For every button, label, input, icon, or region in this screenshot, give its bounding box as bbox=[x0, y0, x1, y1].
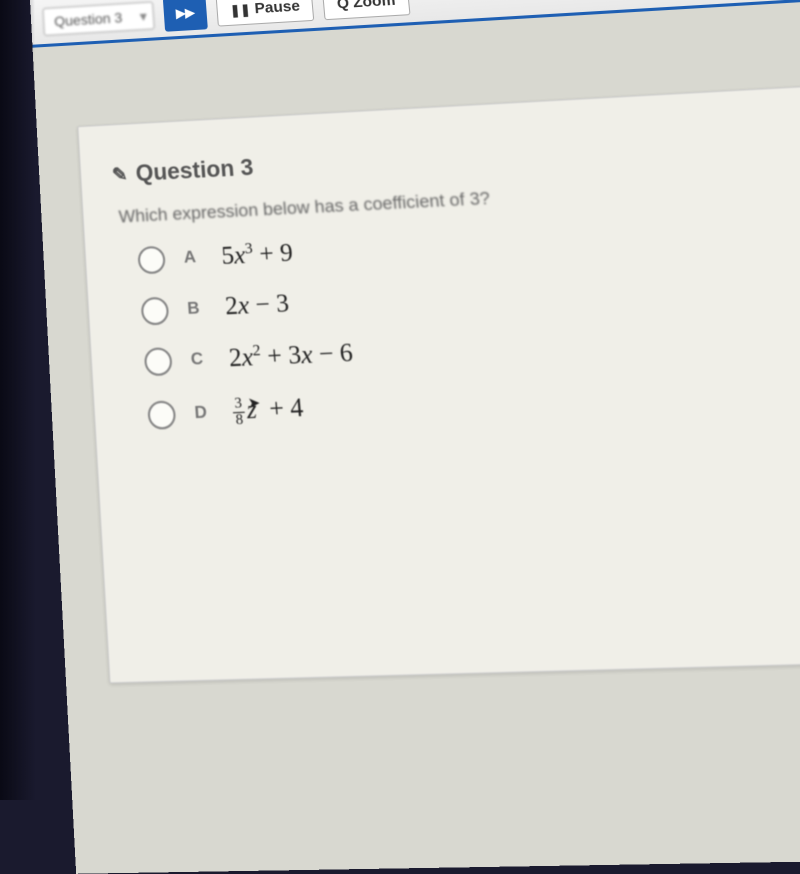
forward-icon: ▸▸ bbox=[175, 2, 195, 24]
quiz-screen: Question 3 ▸▸ ❚❚ Pause Q Zoom ✎ Question… bbox=[30, 0, 800, 874]
options-list: A 5x3 + 9 B 2x − 3 C 2x2 + 3x − 6 D 38z➤… bbox=[137, 212, 800, 432]
pause-label: Pause bbox=[254, 0, 301, 17]
next-button[interactable]: ▸▸ bbox=[163, 0, 208, 31]
pencil-icon: ✎ bbox=[111, 163, 128, 186]
pause-icon: ❚❚ bbox=[229, 2, 251, 17]
option-letter: D bbox=[194, 403, 215, 424]
option-b[interactable]: B 2x − 3 bbox=[140, 264, 800, 325]
option-letter: A bbox=[183, 248, 203, 268]
option-d[interactable]: D 38z➤ + 4 bbox=[147, 370, 800, 432]
zoom-label: Zoom bbox=[352, 0, 396, 11]
expression-b: 2x − 3 bbox=[224, 290, 290, 322]
pause-button[interactable]: ❚❚ Pause bbox=[216, 0, 315, 27]
expression-d: 38z➤ + 4 bbox=[232, 393, 305, 429]
question-card: ✎ Question 3 Which expression below has … bbox=[77, 84, 800, 684]
content-area: ✎ Question 3 Which expression below has … bbox=[33, 0, 800, 719]
question-selector-dropdown[interactable]: Question 3 bbox=[42, 1, 154, 36]
option-c[interactable]: C 2x2 + 3x − 6 bbox=[144, 316, 800, 377]
dropdown-label: Question 3 bbox=[54, 9, 123, 29]
search-icon: Q bbox=[336, 0, 350, 12]
radio-d[interactable] bbox=[147, 400, 176, 430]
expression-a: 5x3 + 9 bbox=[220, 238, 293, 271]
question-title: Question 3 bbox=[135, 154, 255, 187]
option-letter: B bbox=[187, 299, 207, 319]
radio-a[interactable] bbox=[137, 246, 166, 275]
radio-b[interactable] bbox=[140, 296, 169, 325]
option-letter: C bbox=[190, 350, 210, 370]
zoom-button[interactable]: Q Zoom bbox=[322, 0, 410, 20]
expression-c: 2x2 + 3x − 6 bbox=[228, 338, 354, 374]
radio-c[interactable] bbox=[144, 347, 173, 376]
